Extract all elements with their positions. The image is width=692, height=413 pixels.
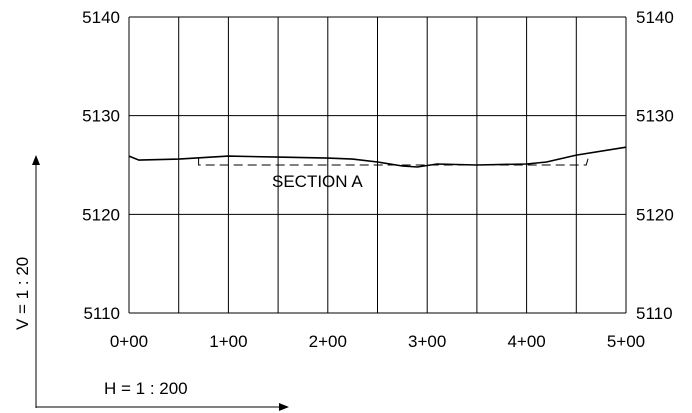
vertical-scale-arrowhead bbox=[32, 155, 40, 165]
y-tick-label-left: 5110 bbox=[83, 304, 120, 323]
y-tick-label-left: 5120 bbox=[82, 205, 120, 224]
series-group bbox=[128, 146, 627, 168]
x-tick-label: 5+00 bbox=[607, 332, 645, 351]
x-tick-label: 0+00 bbox=[110, 332, 148, 351]
x-tick-label: 1+00 bbox=[209, 332, 247, 351]
vertical-scale-indicator: V = 1 : 20 bbox=[13, 155, 40, 408]
y-tick-label-right: 5120 bbox=[636, 205, 674, 224]
x-tick-label: 2+00 bbox=[309, 332, 347, 351]
horizontal-scale-label: H = 1 : 200 bbox=[104, 379, 188, 398]
y-tick-label-right: 5110 bbox=[636, 304, 673, 323]
tick-labels: 5110 5110 5120 5120 5130 5130 5140 5140 0+00 1+00… bbox=[82, 8, 674, 351]
x-tick-label: 4+00 bbox=[507, 332, 545, 351]
y-tick-label-left: 5130 bbox=[82, 107, 120, 126]
section-label: SECTION A bbox=[272, 172, 363, 191]
horizontal-scale-indicator: H = 1 : 200 bbox=[36, 379, 289, 411]
ground-profile-line bbox=[128, 146, 627, 168]
y-tick-label-left: 5140 bbox=[82, 8, 120, 27]
y-tick-label-right: 5130 bbox=[636, 107, 674, 126]
y-tick-label-right: 5140 bbox=[636, 8, 674, 27]
vertical-scale-label: V = 1 : 20 bbox=[13, 257, 32, 330]
horizontal-scale-arrowhead bbox=[279, 403, 289, 411]
x-tick-label: 3+00 bbox=[408, 332, 446, 351]
dashed-section-line bbox=[198, 154, 590, 166]
